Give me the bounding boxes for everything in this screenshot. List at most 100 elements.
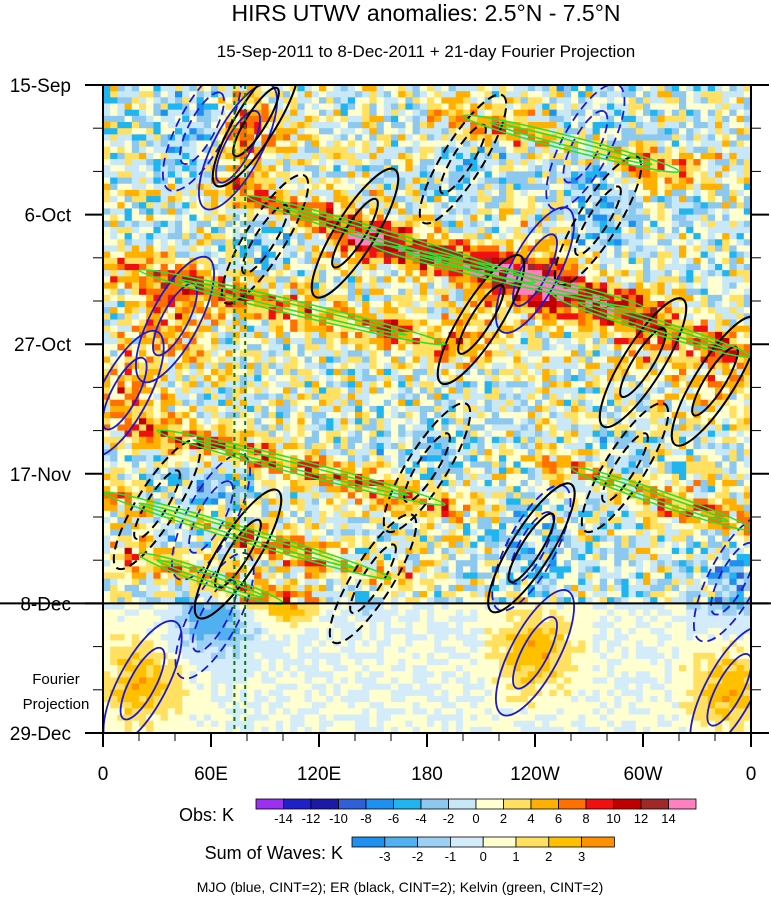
heatmap-cell xyxy=(599,91,608,98)
heatmap-cell xyxy=(355,387,363,395)
heatmap-cell xyxy=(419,134,428,142)
heatmap-cell xyxy=(405,115,414,123)
heatmap-cell xyxy=(513,257,522,265)
heatmap-cell xyxy=(484,381,493,388)
heatmap-cell xyxy=(211,214,219,222)
heatmap-cell xyxy=(715,282,723,290)
heatmap-cell xyxy=(319,381,327,388)
heatmap-cell xyxy=(535,233,543,240)
heatmap-cell xyxy=(239,307,248,314)
heatmap-cell xyxy=(311,233,320,240)
heatmap-cell xyxy=(621,196,630,203)
heatmap-cell xyxy=(441,412,450,419)
heatmap-cell xyxy=(167,239,176,247)
heatmap-cell xyxy=(297,171,306,179)
heatmap-cell xyxy=(225,313,234,321)
heatmap-cell xyxy=(484,85,493,92)
heatmap-cell xyxy=(333,381,342,388)
heatmap-cell xyxy=(103,226,111,234)
heatmap-cell xyxy=(175,128,183,135)
heatmap-cell xyxy=(218,418,226,426)
heatmap-cell xyxy=(160,412,169,419)
heatmap-cell xyxy=(693,196,702,203)
heatmap-cell xyxy=(491,239,500,247)
heatmap-cell xyxy=(513,122,522,129)
heatmap-cell xyxy=(657,196,666,203)
heatmap-cell xyxy=(146,109,154,117)
heatmap-cell xyxy=(664,115,673,123)
heatmap-cell xyxy=(333,122,342,129)
heatmap-cell xyxy=(477,208,486,216)
heatmap-cell xyxy=(405,128,414,135)
heatmap-cell xyxy=(621,103,630,111)
heatmap-cell xyxy=(232,288,241,296)
heatmap-cell xyxy=(700,313,709,321)
heatmap-cell xyxy=(232,412,241,419)
heatmap-cell xyxy=(391,183,399,191)
heatmap-cell xyxy=(441,171,450,179)
heatmap-cell xyxy=(333,356,342,364)
heatmap-cell xyxy=(527,171,536,179)
heatmap-cell xyxy=(455,368,464,376)
heatmap-cell xyxy=(268,325,277,333)
heatmap-cell xyxy=(218,239,226,247)
heatmap-cell xyxy=(398,368,406,376)
heatmap-cell xyxy=(650,418,658,426)
heatmap-cell xyxy=(167,356,176,364)
heatmap-cell xyxy=(448,115,457,123)
heatmap-cell xyxy=(103,270,111,277)
heatmap-cell xyxy=(124,270,133,277)
heatmap-cell xyxy=(635,202,644,210)
heatmap-cell xyxy=(333,115,342,123)
heatmap-cell xyxy=(232,301,241,308)
heatmap-cell xyxy=(124,189,133,197)
heatmap-cell xyxy=(441,177,450,185)
heatmap-cell xyxy=(383,375,392,382)
heatmap-cell xyxy=(175,103,183,111)
heatmap-cell xyxy=(333,97,342,105)
heatmap-cell xyxy=(369,245,378,253)
heatmap-cell xyxy=(189,140,198,148)
heatmap-cell xyxy=(131,257,140,265)
heatmap-cell xyxy=(542,301,550,308)
heatmap-cell xyxy=(607,270,615,277)
heatmap-cell xyxy=(304,356,313,364)
heatmap-cell xyxy=(304,344,313,351)
heatmap-cell xyxy=(499,405,507,413)
heatmap-cell xyxy=(671,146,680,154)
heatmap-cell xyxy=(491,288,500,296)
heatmap-cell xyxy=(427,399,435,407)
heatmap-cell xyxy=(139,282,147,290)
heatmap-cell xyxy=(599,97,608,105)
heatmap-cell xyxy=(571,152,579,160)
heatmap-cell xyxy=(441,226,450,234)
heatmap-cell xyxy=(254,171,262,179)
heatmap-cell xyxy=(477,294,486,302)
heatmap-cell xyxy=(225,159,234,166)
heatmap-cell xyxy=(398,171,406,179)
heatmap-cell xyxy=(621,134,630,142)
heatmap-cell xyxy=(340,350,349,358)
heatmap-cell xyxy=(261,307,270,314)
heatmap-cell xyxy=(542,134,550,142)
heatmap-cell xyxy=(304,375,313,382)
heatmap-cell xyxy=(218,282,226,290)
heatmap-cell xyxy=(225,257,234,265)
heatmap-cell xyxy=(707,319,716,327)
heatmap-cell xyxy=(347,356,356,364)
heatmap-cell xyxy=(635,276,644,284)
heatmap-cell xyxy=(196,263,205,271)
heatmap-cell xyxy=(484,301,493,308)
heatmap-cell xyxy=(650,134,658,142)
heatmap-cell xyxy=(463,165,471,172)
heatmap-cell xyxy=(707,91,716,98)
heatmap-cell xyxy=(657,356,666,364)
heatmap-cell xyxy=(743,418,751,426)
heatmap-cell xyxy=(218,226,226,234)
heatmap-cell xyxy=(203,282,212,290)
heatmap-cell xyxy=(693,393,702,401)
heatmap-cell xyxy=(232,424,241,432)
heatmap-cell xyxy=(527,393,536,401)
heatmap-cell xyxy=(110,177,118,185)
heatmap-cell xyxy=(412,331,421,339)
